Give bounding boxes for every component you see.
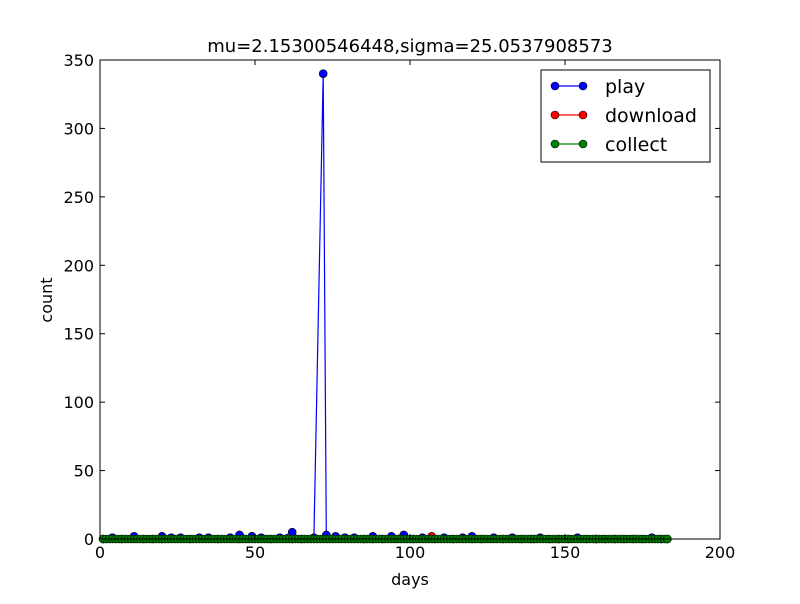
- legend-label: collect: [605, 134, 667, 156]
- y-tick-label: 200: [63, 256, 94, 275]
- y-tick-label: 0: [84, 530, 94, 549]
- x-tick-label: 50: [245, 543, 265, 562]
- x-tick-label: 200: [705, 543, 736, 562]
- legend-marker: [579, 111, 587, 119]
- y-tick-label: 300: [63, 119, 94, 138]
- chart-title: mu=2.15300546448,sigma=25.0537908573: [207, 36, 613, 57]
- legend-marker: [579, 140, 587, 148]
- y-tick-label: 50: [74, 462, 94, 481]
- data-point-play: [319, 70, 327, 78]
- legend-marker: [579, 82, 587, 90]
- legend-marker: [551, 82, 559, 90]
- legend-label: play: [605, 76, 645, 98]
- y-tick-label: 150: [63, 325, 94, 344]
- y-tick-label: 250: [63, 188, 94, 207]
- y-tick-label: 350: [63, 51, 94, 70]
- legend-marker: [551, 140, 559, 148]
- y-tick-label: 100: [63, 393, 94, 412]
- x-tick-label: 0: [95, 543, 105, 562]
- x-axis-label: days: [391, 570, 429, 589]
- y-axis-label: count: [37, 277, 56, 322]
- legend: play download collect: [541, 70, 710, 162]
- x-tick-label: 150: [550, 543, 581, 562]
- legend-label: download: [605, 105, 697, 127]
- legend-marker: [551, 111, 559, 119]
- x-tick-label: 100: [395, 543, 426, 562]
